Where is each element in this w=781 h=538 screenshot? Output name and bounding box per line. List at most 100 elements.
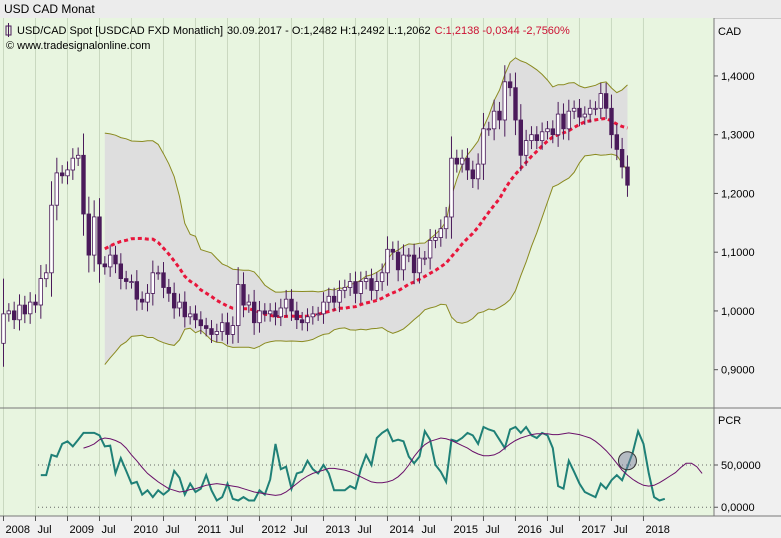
candle-body: [86, 213, 91, 256]
candle-body: [97, 216, 102, 265]
candle-body: [6, 310, 11, 315]
candle-body: [209, 328, 214, 335]
x-tick-label: 2010: [133, 524, 157, 536]
pcr-line: [40, 425, 666, 502]
y-tick-label: 0,9000: [721, 365, 755, 377]
candle-body: [443, 216, 449, 230]
candle-body: [438, 228, 443, 238]
candle-body: [582, 113, 587, 118]
candle-body: [417, 257, 422, 274]
candle-body: [481, 128, 486, 165]
candle-body: [267, 310, 273, 315]
candle-body: [54, 172, 59, 206]
candle-body: [459, 157, 465, 165]
bollinger-band-fill: [104, 57, 628, 365]
candle-body: [235, 284, 241, 326]
candle-body: [214, 331, 219, 335]
candle-body: [134, 281, 139, 300]
y-tick-label: 1,2000: [721, 188, 755, 200]
pcr-axis: 50,0000 0,0000: [714, 460, 761, 514]
y-tick-label: 1,0000: [721, 306, 755, 318]
window-title: USD CAD Monat: [4, 2, 95, 16]
candle-body: [518, 119, 523, 156]
x-tick-label: Jul: [613, 524, 627, 536]
candle-body: [44, 272, 49, 280]
candle-body: [92, 216, 97, 256]
highlight-circle: [617, 451, 637, 471]
candle-body: [273, 310, 278, 318]
candle-body: [70, 157, 75, 171]
candle-body: [609, 107, 614, 136]
candle-body: [203, 325, 209, 329]
x-tick-label: 2013: [325, 524, 349, 536]
x-tick-label: Jul: [101, 524, 115, 536]
x-tick-label: Jul: [229, 524, 243, 536]
candle-body: [625, 166, 630, 186]
candle-body: [374, 281, 379, 291]
candle-body: [593, 107, 598, 110]
candle-body: [219, 322, 225, 332]
candle-body: [422, 257, 427, 260]
candle-body: [246, 301, 251, 306]
candle-body: [108, 254, 113, 268]
candle-body: [177, 301, 182, 309]
candle-body: [60, 172, 65, 177]
candle-body: [155, 272, 161, 275]
candle-body: [353, 281, 358, 294]
x-tick-label: Jul: [165, 524, 179, 536]
candle-body: [129, 281, 134, 284]
bollinger-lower-line: [104, 153, 628, 365]
candle-body: [193, 313, 198, 321]
candle-body: [294, 310, 299, 321]
candle-body: [145, 292, 150, 303]
candle-body: [502, 81, 507, 121]
legend-symbol: USD/CAD Spot [USDCAD FXD Monatlich]: [17, 25, 223, 37]
candle-body: [577, 107, 582, 118]
candle-body: [555, 113, 561, 136]
candle-body: [278, 307, 283, 318]
price-axis: 1,4000 1,3000 1,2000 1,1000 1,0000 0,9000: [714, 71, 755, 377]
candle-body: [550, 128, 555, 136]
candle-body: [507, 81, 513, 89]
candle-body: [337, 289, 342, 303]
pcr-indicator: [38, 425, 714, 508]
candle-body: [331, 295, 337, 303]
candlestick-series[interactable]: [1, 65, 630, 367]
candle-body: [38, 278, 43, 306]
candle-body: [225, 322, 230, 335]
candle-body: [497, 110, 502, 121]
candle-body: [289, 298, 294, 312]
legend-quote: 30.09.2017 - O:1,2482 H:1,2492 L:1,2062: [227, 25, 431, 37]
candle-body: [406, 254, 411, 257]
moving-average-line: [104, 116, 628, 319]
candle-body: [251, 301, 257, 324]
candle-body: [230, 325, 235, 335]
candle-body: [321, 301, 326, 315]
x-tick-label: 2012: [261, 524, 285, 536]
candle-body: [465, 157, 470, 171]
candle-body: [241, 284, 246, 306]
candle-body: [358, 281, 363, 294]
candle-body: [513, 87, 518, 121]
candle-body: [529, 134, 534, 141]
candle-body: [449, 157, 454, 218]
candle-body: [545, 128, 550, 133]
candle-body: [17, 304, 22, 321]
usdcad-chart[interactable]: 1,4000 1,3000 1,2000 1,1000 1,0000 0,9000 50,…: [0, 18, 781, 538]
candle-body: [427, 239, 433, 259]
y-tick-label: 1,4000: [721, 71, 755, 83]
candle-body: [187, 313, 193, 318]
candle-body: [124, 278, 129, 282]
candle-body: [598, 93, 603, 109]
pcr-tick-label: 0,0000: [721, 502, 755, 514]
candle-body: [385, 248, 390, 274]
x-tick-label: 2011: [197, 524, 221, 536]
candle-body: [81, 154, 86, 215]
candle-body: [369, 278, 374, 291]
time-axis: 2008 Jul 2009 Jul 2010 Jul 2011 Jul 2012 Jul 2013 J…: [3, 516, 670, 536]
x-tick-label: Jul: [293, 524, 307, 536]
candle-body: [401, 254, 406, 271]
candle-body: [470, 169, 475, 180]
y-tick-label: 1,1000: [721, 247, 755, 259]
x-tick-label: 2014: [389, 524, 413, 536]
